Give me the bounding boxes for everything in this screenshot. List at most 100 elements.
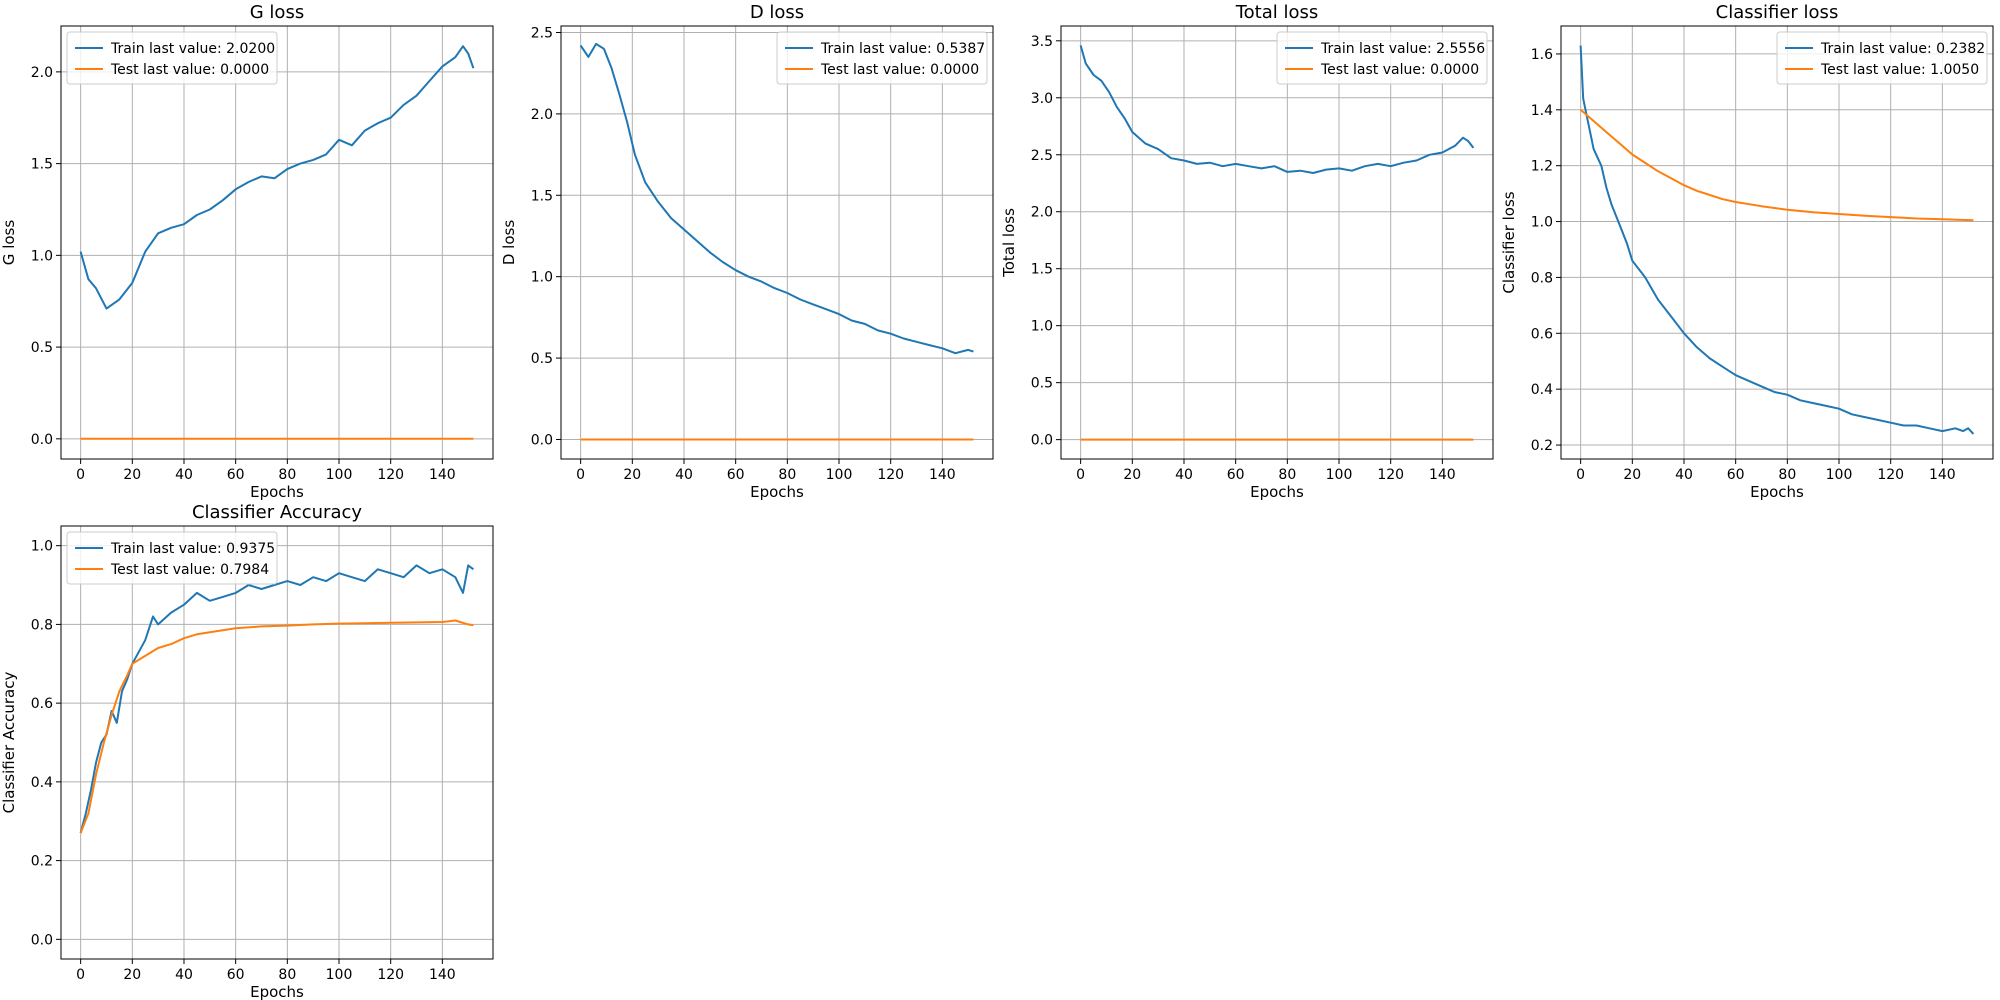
legend-entry-1: Test last value: 0.7984: [110, 562, 269, 578]
legend-box: [776, 31, 988, 85]
y-tick-label: 1.0: [1531, 215, 1553, 231]
x-tick-label: 100: [826, 467, 853, 483]
y-tick-label: 0.2: [31, 854, 53, 870]
d-loss-chart: 0 20 40 60 80 100 120 140 0.0 0.5 1.0 1.5 2.0 2.5 D lo…: [500, 2, 994, 501]
y-tick-label: 1.0: [31, 248, 53, 264]
legend-entry-1: Test last value: 1.0050: [1820, 62, 1979, 78]
series-line-0: [1079, 45, 1475, 174]
x-tick-label: 0: [76, 467, 85, 483]
series-line-0: [79, 45, 475, 310]
y-tick-label: 0.5: [31, 340, 53, 356]
chart-title: Total loss: [1235, 2, 1319, 23]
x-tick-label: 40: [175, 967, 193, 983]
y-tick-label: 0.6: [31, 696, 53, 712]
y-tick-label: 2.5: [531, 26, 553, 42]
legend: Train last value: 2.5556 Test last value:…: [1276, 31, 1488, 85]
y-tick-label: 3.5: [1031, 34, 1053, 50]
legend-entry-0: Train last value: 0.9375: [110, 541, 275, 557]
x-tick-label: 80: [1778, 467, 1796, 483]
legend-box: [66, 531, 278, 585]
x-tick-label: 100: [326, 967, 353, 983]
legend-entry-0: Train last value: 2.0200: [110, 41, 275, 57]
plot-frame: [60, 25, 494, 460]
x-axis-label: Epochs: [1250, 483, 1304, 501]
y-tick-label: 1.5: [531, 188, 553, 204]
y-tick-label: 0.0: [31, 932, 53, 948]
x-tick-label: 20: [1623, 467, 1641, 483]
classifier-loss-chart: 0 20 40 60 80 100 120 140 0.2 0.4 0.6 0.8 1.0 1.2 1.4 1…: [1500, 2, 1994, 501]
y-tick-label: 0.0: [1031, 433, 1053, 449]
x-axis-label: Epochs: [1750, 483, 1804, 501]
g-loss-chart: 0 20 40 60 80 100 120 140 0.0 0.5 1.0 1.5 2.0 G loss E…: [0, 2, 494, 501]
y-axis-label: G loss: [0, 220, 18, 266]
x-tick-label: 100: [326, 467, 353, 483]
x-tick-label: 40: [1175, 467, 1193, 483]
x-tick-label: 40: [675, 467, 693, 483]
x-tick-label: 60: [727, 467, 745, 483]
total-loss-chart: 0 20 40 60 80 100 120 140 0.0 0.5 1.0 1.5 2.0 2.5 3.0 3…: [1000, 2, 1494, 501]
x-tick-label: 140: [429, 467, 456, 483]
x-tick-label: 20: [123, 467, 141, 483]
x-tick-label: 60: [227, 967, 245, 983]
legend-entry-0: Train last value: 0.5387: [820, 41, 985, 57]
x-tick-label: 20: [1123, 467, 1141, 483]
y-tick-label: 0.8: [31, 617, 53, 633]
series-line-0: [1579, 45, 1975, 435]
y-tick-label: 2.0: [1031, 205, 1053, 221]
x-tick-label: 0: [576, 467, 585, 483]
legend: Train last value: 2.0200 Test last value:…: [66, 31, 278, 85]
x-tick-label: 0: [76, 967, 85, 983]
legend-entry-0: Train last value: 0.2382: [1820, 41, 1985, 57]
x-tick-label: 120: [377, 467, 404, 483]
legend: Train last value: 0.9375 Test last value:…: [66, 531, 278, 585]
y-tick-label: 0.6: [1531, 326, 1553, 342]
y-tick-label: 2.0: [31, 65, 53, 81]
plot-frame: [1060, 25, 1494, 460]
y-tick-label: 0.0: [31, 432, 53, 448]
y-tick-label: 1.0: [531, 270, 553, 286]
legend-entry-0: Train last value: 2.5556: [1320, 41, 1485, 57]
x-tick-label: 20: [623, 467, 641, 483]
plot-frame: [60, 525, 494, 960]
legend: Train last value: 0.5387 Test last value:…: [776, 31, 988, 85]
x-tick-label: 140: [929, 467, 956, 483]
x-tick-label: 60: [227, 467, 245, 483]
x-axis-label: Epochs: [250, 483, 304, 501]
y-tick-label: 0.0: [531, 432, 553, 448]
x-tick-label: 80: [778, 467, 796, 483]
x-axis-label: Epochs: [250, 983, 304, 1000]
x-tick-label: 80: [1278, 467, 1296, 483]
y-tick-label: 0.2: [1531, 438, 1553, 454]
x-tick-label: 0: [1076, 467, 1085, 483]
chart-title: G loss: [250, 2, 304, 23]
y-axis-label: Classifier loss: [1500, 191, 1518, 293]
y-tick-label: 1.0: [31, 539, 53, 555]
chart-title: Classifier Accuracy: [192, 502, 362, 523]
y-tick-label: 1.2: [1531, 159, 1553, 175]
chart-title: D loss: [750, 2, 804, 23]
classifier-accuracy-chart: 0 20 40 60 80 100 120 140 0.0 0.2 0.4 0.6 0.8 1.0 Clas…: [0, 502, 494, 1000]
x-tick-label: 120: [377, 967, 404, 983]
legend: Train last value: 0.2382 Test last value:…: [1776, 31, 1988, 85]
y-tick-label: 1.5: [31, 157, 53, 173]
x-tick-label: 120: [1877, 467, 1904, 483]
y-axis-label: Total loss: [1000, 208, 1018, 278]
legend-box: [1776, 31, 1988, 85]
x-tick-label: 80: [278, 467, 296, 483]
x-tick-label: 20: [123, 967, 141, 983]
x-tick-label: 140: [1429, 467, 1456, 483]
y-tick-label: 1.6: [1531, 47, 1553, 63]
y-tick-label: 0.4: [31, 775, 53, 791]
chart-title: Classifier loss: [1716, 2, 1839, 23]
x-tick-label: 120: [877, 467, 904, 483]
legend-box: [1276, 31, 1488, 85]
y-tick-label: 0.5: [531, 351, 553, 367]
y-axis-label: D loss: [500, 220, 518, 265]
plot-frame: [560, 25, 994, 460]
x-tick-label: 80: [278, 967, 296, 983]
legend-box: [66, 31, 278, 85]
x-tick-label: 60: [1227, 467, 1245, 483]
series-line-0: [79, 564, 474, 834]
series-line-0: [579, 42, 974, 355]
x-tick-label: 60: [1727, 467, 1745, 483]
